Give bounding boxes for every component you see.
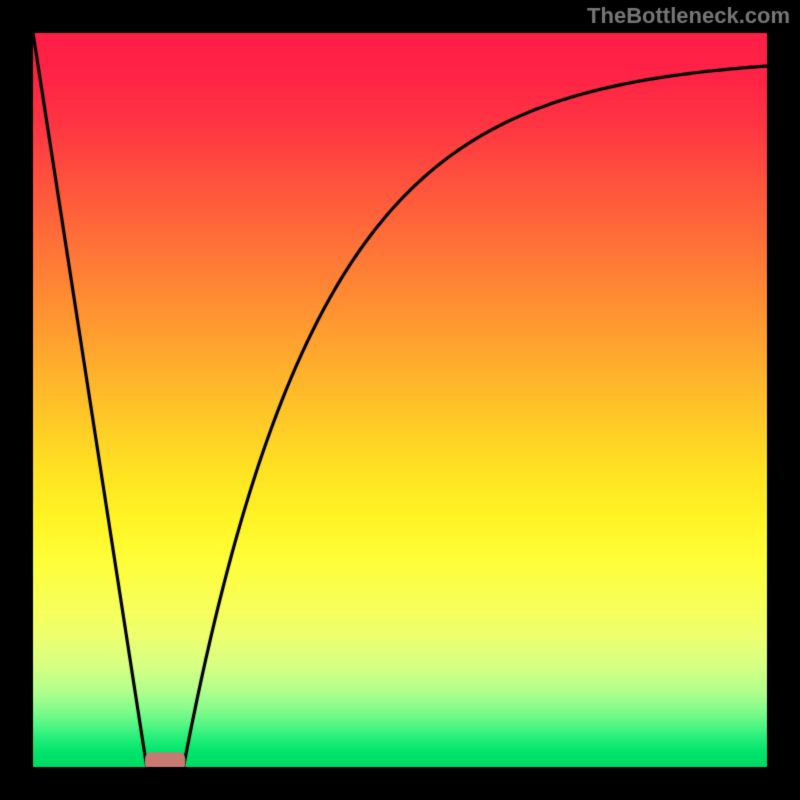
bottleneck-chart xyxy=(0,0,800,800)
chart-canvas xyxy=(0,0,800,800)
